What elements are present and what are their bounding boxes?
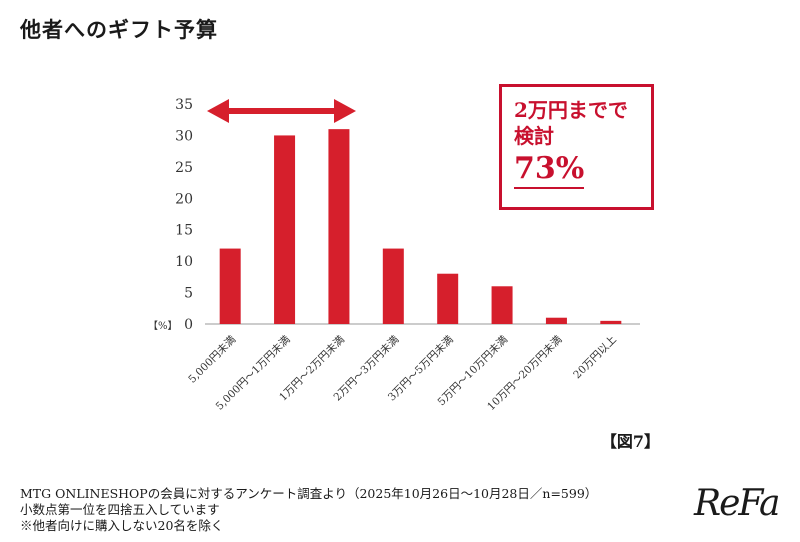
x-tick-label: 5,000円未満 [186,333,238,385]
bar [600,320,622,324]
bar [437,273,459,324]
bar [274,135,296,324]
y-tick-label: 35 [175,97,193,113]
callout-percent: 73% [514,151,585,189]
y-tick-label: 30 [175,128,193,144]
footnotes: MTG ONLINESHOPの会員に対するアンケート調査より（2025年10月2… [20,486,597,534]
footnote: ※他者向けに購入しない20名を除く [20,518,224,533]
bar [545,317,567,324]
y-tick-label: 5 [184,286,193,302]
arrow-head-right [334,99,356,123]
y-tick-label: 20 [175,191,193,207]
figure-label: 【図7】 [600,432,660,451]
y-tick-label: 15 [175,223,193,239]
footnote: MTG ONLINESHOPの会員に対するアンケート調査より（2025年10月2… [20,486,598,501]
bar [382,248,404,324]
y-tick-label: 10 [175,254,193,270]
callout-line1: 2万円までで [514,98,628,122]
y-tick-label: 0 [184,317,193,333]
refa-logo: ReFa [694,483,780,524]
y-tick-label: 25 [175,160,193,176]
callout-box: 2万円までで 検討 73% [499,84,654,210]
footnote: 小数点第一位を四捨五入しています [20,502,220,517]
bar [328,129,350,324]
y-axis-label: 【%】 [148,320,178,332]
x-tick-label: 20万円以上 [571,334,619,382]
bar-chart: 05101520253035【%】5,000円未満5,000円〜1万円未満1万円… [148,97,640,413]
page-title: 他者へのギフト予算 [20,17,218,42]
bar [491,286,513,324]
bar [219,248,241,324]
arrow-head-left [207,99,229,123]
callout-line2: 検討 [514,124,554,148]
